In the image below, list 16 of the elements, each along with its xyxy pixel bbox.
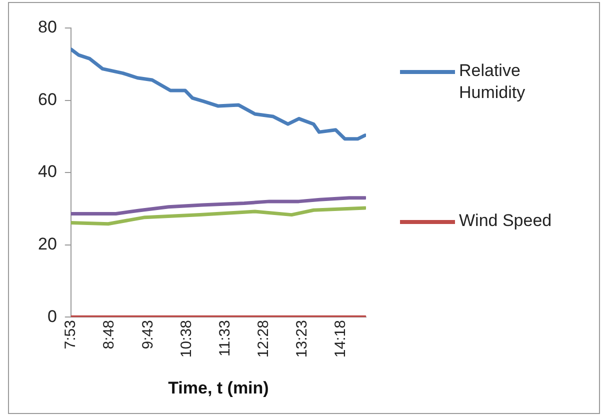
x-tick-label: 7:53 (62, 320, 80, 350)
x-axis-title: Time, t (min) (168, 378, 269, 398)
y-tick-label: 60 (38, 90, 57, 109)
x-tick-label: 11:33 (216, 320, 234, 356)
y-tick-label: 0 (47, 306, 57, 326)
legend-label: Relative Humidity (459, 60, 526, 104)
x-tick-label: 10:38 (178, 320, 195, 358)
x-tick-label: 8:48 (100, 320, 118, 350)
x-tick-label: 14:18 (332, 320, 349, 358)
y-tick-label: 80 (38, 18, 57, 37)
y-tick-label: 20 (38, 234, 57, 254)
x-tick-label: 13:23 (293, 320, 310, 358)
y-tick-label: 40 (38, 162, 57, 182)
x-tick-label: 12:28 (254, 320, 272, 358)
x-tick-label: 9:43 (139, 320, 156, 350)
legend-label: Wind Speed (459, 210, 553, 232)
